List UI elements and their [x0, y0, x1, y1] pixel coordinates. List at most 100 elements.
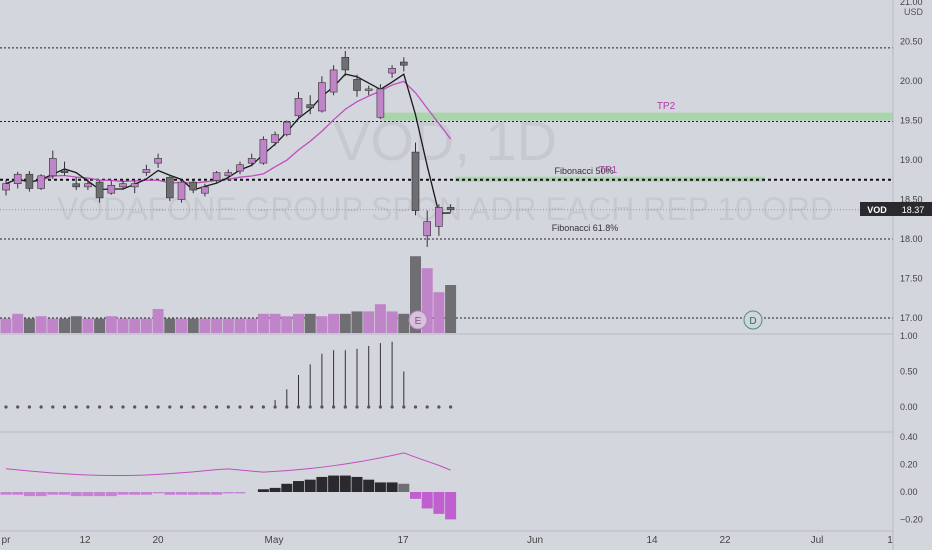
- volume-bar: [35, 316, 47, 333]
- fib50-label: Fibonacci 50%: [554, 166, 613, 176]
- indicator1-tick-label: 1.00: [900, 331, 918, 341]
- indicator1-dot: [402, 405, 406, 409]
- earnings-marker[interactable]: E: [408, 310, 428, 330]
- candle-body: [95, 181, 104, 199]
- volume-bar: [374, 304, 386, 333]
- indicator1-dot: [437, 405, 441, 409]
- time-tick-label: Jun: [527, 535, 543, 546]
- indicator1-dot: [62, 405, 67, 409]
- candle-body: [423, 221, 432, 237]
- volume-bar: [246, 318, 258, 333]
- candle-body: [48, 158, 57, 177]
- indicator1-dot: [133, 405, 137, 409]
- volume-bar: [187, 318, 199, 333]
- indicator1-dot: [168, 405, 172, 409]
- indicator1-dot: [215, 405, 219, 409]
- indicator1-dot: [285, 405, 289, 409]
- candle-body: [13, 173, 22, 185]
- indicator2-bar: [140, 492, 152, 495]
- candle-body: [25, 173, 34, 189]
- volume-bar: [433, 292, 445, 333]
- candle-body: [306, 104, 315, 109]
- indicator1-dot: [355, 405, 359, 409]
- volume-bar: [176, 318, 187, 333]
- candle-body: [236, 164, 244, 172]
- indicator1-dot: [74, 405, 78, 409]
- indicator2-bar: [386, 482, 398, 492]
- indicator1-dot: [51, 405, 55, 409]
- volume-bar: [234, 318, 246, 333]
- price-tick-label: 19.50: [900, 116, 923, 126]
- indicator2-bar: [304, 479, 316, 492]
- candle-body: [166, 177, 174, 199]
- indicator1-dot: [250, 405, 254, 409]
- indicator1-dot: [86, 405, 90, 409]
- candle-body: [130, 183, 139, 188]
- price-tick-label: 17.00: [900, 313, 923, 323]
- volume-bar: [0, 318, 12, 333]
- indicator2-bar: [23, 492, 35, 497]
- indicator1-dot: [296, 405, 301, 409]
- price-tick-label: 19.00: [900, 155, 923, 165]
- candle-body: [189, 181, 197, 191]
- indicator2-bar: [94, 492, 106, 497]
- indicator2-bar: [12, 492, 24, 495]
- indicator2-bar: [410, 492, 421, 499]
- candle-body: [271, 134, 279, 143]
- indicator2-tick-label: 0.40: [900, 432, 918, 442]
- indicator2-tick-label: 0.20: [900, 460, 918, 470]
- volume-bar: [222, 318, 234, 333]
- volume-bar: [386, 311, 398, 333]
- candle-body: [212, 172, 221, 181]
- candle-body: [259, 139, 268, 164]
- candle-body: [399, 61, 408, 66]
- price-unit-label: USD: [904, 7, 924, 17]
- indicator2-bar: [82, 492, 94, 497]
- candle-body: [282, 121, 291, 136]
- indicator2-bar: [152, 492, 164, 494]
- candle-body: [107, 184, 116, 194]
- tp1-label: TP1: [599, 165, 618, 176]
- indicator2-bar: [293, 481, 304, 492]
- candle-body: [177, 181, 186, 200]
- volume-bar: [281, 316, 293, 333]
- indicator2-bar: [47, 492, 59, 495]
- dividend-marker[interactable]: D: [743, 310, 763, 330]
- volume-bar: [351, 311, 363, 333]
- price-tick-label: 20.50: [900, 37, 923, 47]
- price-tick-label: 18.00: [900, 234, 923, 244]
- indicator1-dot: [367, 405, 371, 409]
- svg-text:E: E: [415, 316, 422, 327]
- volume-bar: [164, 318, 176, 333]
- volume-bar: [94, 318, 106, 333]
- candle-body: [353, 79, 361, 91]
- indicator1-dot: [39, 405, 43, 409]
- candle-body: [119, 183, 127, 188]
- volume-bar: [140, 318, 152, 333]
- volume-bar: [152, 309, 164, 333]
- indicator1-tick-label: 0.00: [900, 402, 918, 412]
- indicator1-dot: [273, 405, 277, 409]
- candle-body: [318, 82, 326, 112]
- indicator2-bar: [363, 479, 375, 492]
- candle-body: [60, 170, 69, 173]
- candle-body: [294, 98, 303, 117]
- volume-bar: [339, 313, 351, 333]
- indicator2-bar: [35, 492, 47, 497]
- candle-body: [411, 151, 420, 211]
- volume-bar: [59, 318, 70, 333]
- indicator1-dot: [390, 405, 394, 409]
- candle-body: [84, 183, 92, 188]
- indicator2-bar: [234, 492, 246, 494]
- indicator1-dot: [308, 405, 312, 409]
- indicator1-dot: [332, 405, 336, 409]
- indicator1-dot: [238, 405, 242, 409]
- svg-text:D: D: [749, 316, 756, 327]
- indicator1-dot: [191, 405, 195, 409]
- indicator2-bar: [164, 492, 176, 495]
- indicator1-dot: [179, 405, 184, 409]
- indicator2-bar: [445, 492, 457, 520]
- indicator2-bar: [316, 476, 328, 492]
